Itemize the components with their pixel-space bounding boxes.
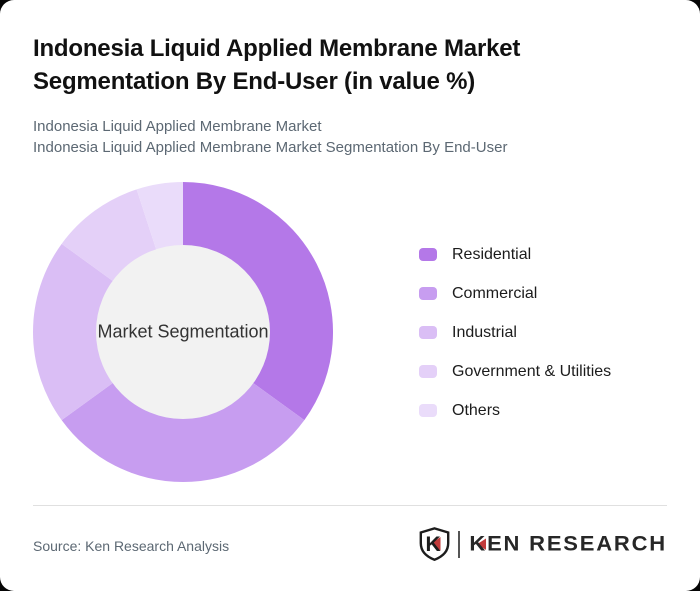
legend-item-government-utilities: Government & Utilities <box>419 363 611 380</box>
legend-label: Others <box>452 401 501 419</box>
shield-logo-icon: K <box>419 527 450 561</box>
ken-research-logo: K KEN RESEARCH <box>419 527 667 561</box>
brand-text: KEN RESEARCH <box>469 532 667 557</box>
legend-swatch <box>419 365 437 378</box>
subtitle-line-2: Indonesia Liquid Applied Membrane Market… <box>33 139 508 156</box>
brand-k-red-triangle-icon <box>477 538 487 550</box>
legend-item-industrial: Industrial <box>419 324 611 341</box>
brand-k-letter: K <box>469 531 488 556</box>
brand-rest-text: EN RESEARCH <box>487 531 667 556</box>
legend-swatch <box>419 404 437 417</box>
legend-swatch <box>419 248 437 261</box>
chart-subtitles: Indonesia Liquid Applied Membrane Market… <box>33 116 507 158</box>
donut-chart: Market Segmentation <box>33 182 333 482</box>
legend-item-others: Others <box>419 402 611 419</box>
logo-separator <box>458 530 461 558</box>
legend: Residential Commercial Industrial Governmen… <box>419 246 611 441</box>
legend-item-residential: Residential <box>419 246 611 263</box>
chart-title: Indonesia Liquid Applied Membrane Market… <box>33 35 521 95</box>
source-text: Source: Ken Research Analysis <box>33 538 230 554</box>
legend-label: Government & Utilities <box>452 362 612 380</box>
donut-center-hole <box>96 245 270 419</box>
donut-chart-svg <box>33 182 333 482</box>
legend-label: Industrial <box>452 323 517 341</box>
legend-label: Commercial <box>452 284 538 302</box>
legend-label: Residential <box>452 245 532 263</box>
footer-divider <box>33 505 667 506</box>
subtitle-line-1: Indonesia Liquid Applied Membrane Market <box>33 118 322 135</box>
legend-swatch <box>419 287 437 300</box>
shield-k-letter: K <box>426 533 441 556</box>
shield-red-triangle-icon <box>431 537 441 551</box>
legend-item-commercial: Commercial <box>419 285 611 302</box>
legend-swatch <box>419 326 437 339</box>
